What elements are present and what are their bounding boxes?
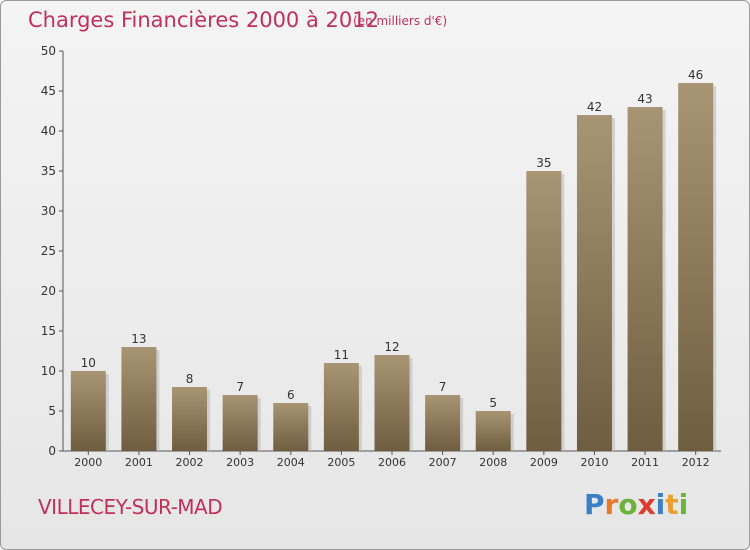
x-tick-label: 2005 (327, 456, 355, 469)
bar-value-label: 43 (637, 92, 652, 106)
x-tick-label: 2000 (74, 456, 102, 469)
x-tick-label: 2011 (631, 456, 659, 469)
bar-value-label: 10 (81, 356, 96, 370)
y-tick-label: 30 (41, 204, 56, 218)
bar-value-label: 42 (587, 100, 602, 114)
bar-value-label: 8 (186, 372, 194, 386)
y-tick-label: 45 (41, 84, 56, 98)
bar (627, 107, 663, 451)
bar-value-label: 7 (439, 380, 447, 394)
town-name: VILLECEY-SUR-MAD (38, 495, 223, 519)
logo-letter: t (665, 488, 679, 521)
x-tick-label: 2009 (530, 456, 558, 469)
logo-letter: o (618, 488, 638, 521)
x-tick-label: 2004 (277, 456, 305, 469)
y-tick-label: 35 (41, 164, 56, 178)
y-tick-label: 50 (41, 44, 56, 58)
proxiti-logo: Proxiti (584, 488, 688, 521)
x-tick-label: 2012 (682, 456, 710, 469)
chart-subtitle: (en milliers d'€) (353, 14, 448, 28)
bar (526, 171, 562, 451)
bar-value-label: 12 (384, 340, 399, 354)
bar-value-label: 13 (131, 332, 146, 346)
y-tick-label: 15 (41, 324, 56, 338)
logo-letter: i (678, 488, 689, 521)
y-tick-label: 10 (41, 364, 56, 378)
bar (374, 355, 410, 451)
bar-value-label: 7 (236, 380, 244, 394)
bar (323, 363, 359, 451)
bar (273, 403, 309, 451)
bar (172, 387, 208, 451)
bar-value-label: 6 (287, 388, 295, 402)
logo-letter: i (655, 488, 666, 521)
bar (121, 347, 157, 451)
y-tick-label: 5 (48, 404, 56, 418)
x-tick-label: 2006 (378, 456, 406, 469)
bar-value-label: 46 (688, 68, 703, 82)
bar (222, 395, 258, 451)
logo-letter: P (584, 488, 605, 521)
x-tick-label: 2002 (176, 456, 204, 469)
bar-value-label: 35 (536, 156, 551, 170)
logo-letter: x (637, 488, 656, 521)
bar (425, 395, 461, 451)
x-tick-label: 2007 (429, 456, 457, 469)
y-tick-label: 40 (41, 124, 56, 138)
x-tick-label: 2010 (580, 456, 608, 469)
bar (576, 115, 612, 451)
bar (70, 371, 106, 451)
x-tick-label: 2003 (226, 456, 254, 469)
logo-letter: r (604, 488, 619, 521)
bar (678, 83, 714, 451)
bar-value-label: 5 (489, 396, 497, 410)
chart-title: Charges Financières 2000 à 2012 (28, 8, 379, 32)
y-tick-label: 25 (41, 244, 56, 258)
x-tick-label: 2008 (479, 456, 507, 469)
bar-value-label: 11 (334, 348, 349, 362)
y-tick-label: 20 (41, 284, 56, 298)
bar (475, 411, 511, 451)
y-tick-label: 0 (48, 444, 56, 458)
x-tick-label: 2001 (125, 456, 153, 469)
